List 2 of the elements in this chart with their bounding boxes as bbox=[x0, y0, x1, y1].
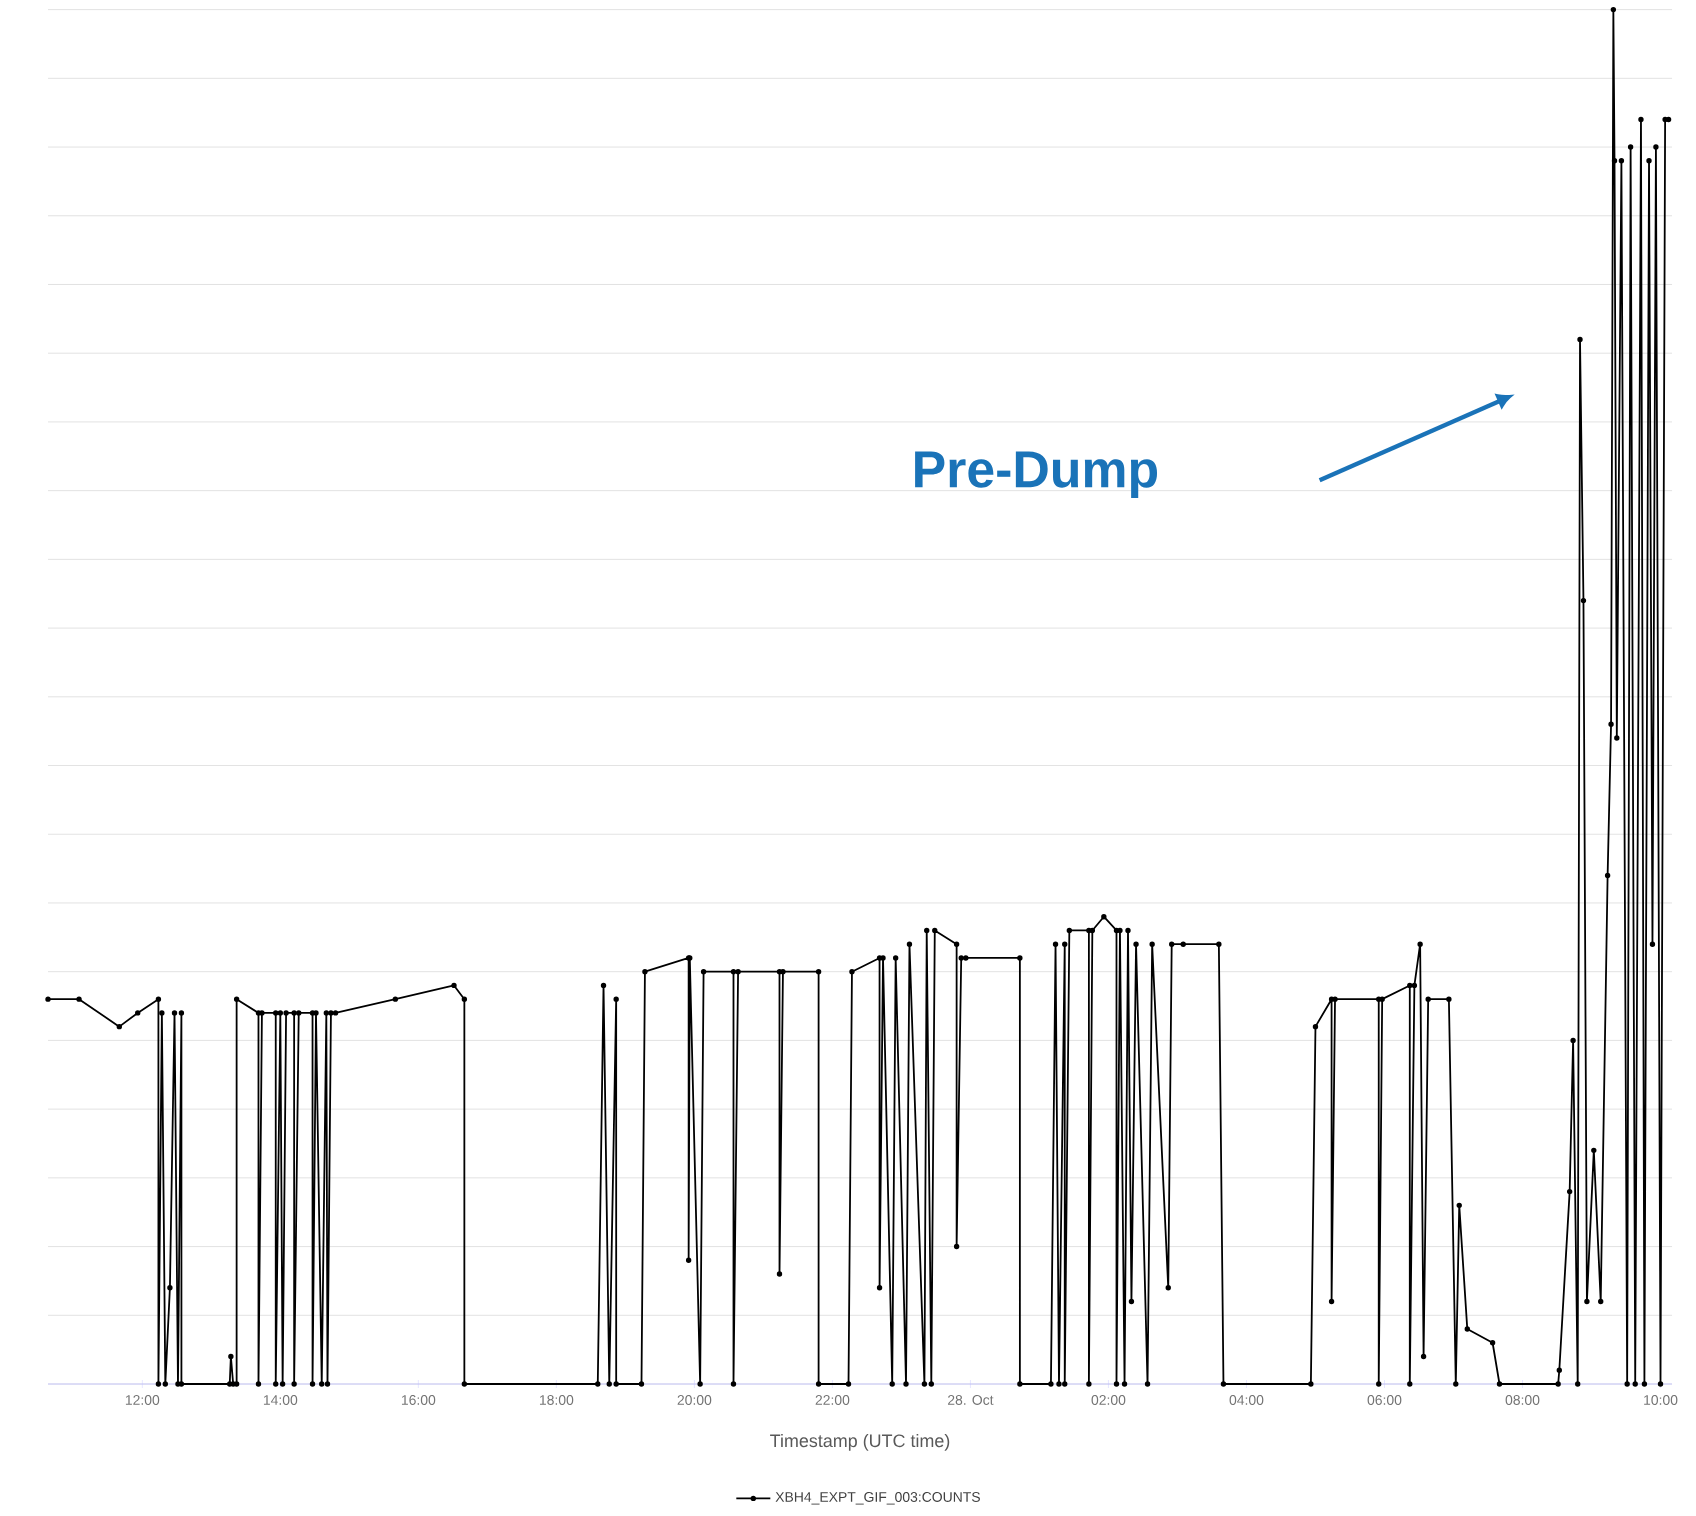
x-axis-title: Timestamp (UTC time) bbox=[770, 1433, 950, 1451]
annotation: Pre-Dump bbox=[915, 451, 1158, 498]
